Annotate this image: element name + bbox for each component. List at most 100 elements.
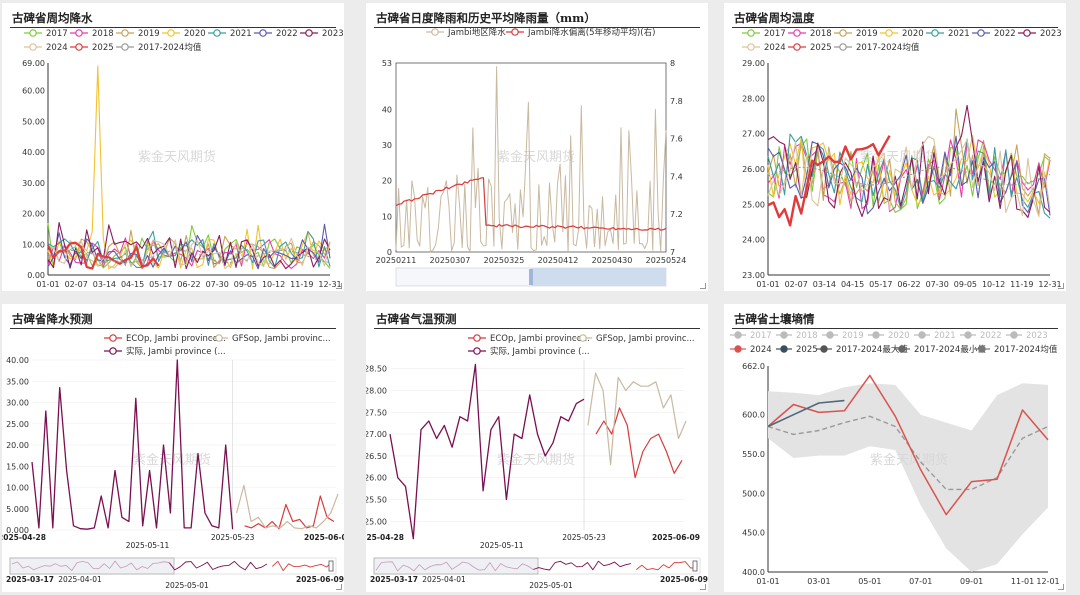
legend-item: 2017-2024均值 — [994, 344, 1058, 355]
title-divider — [732, 328, 1058, 329]
resize-handle[interactable] — [336, 283, 342, 289]
legend-item: 2023 — [1040, 29, 1062, 39]
panel-rain-forecast: 古碑省降水预测 ECOp, Jambi province... GFSop, Ja… — [2, 304, 344, 592]
series-line — [767, 135, 891, 227]
rain-forecast-chart: ECOp, Jambi province... GFSop, Jambi prov… — [2, 334, 344, 590]
series-2024-line — [767, 374, 1049, 516]
legend-item-marker — [213, 29, 221, 37]
resize-handle[interactable] — [1058, 283, 1064, 289]
x-tick-label: 07-01 — [909, 577, 932, 586]
x-tick-label: 07-30 — [206, 280, 229, 289]
title-divider — [732, 27, 1058, 28]
legend-item: 2021 — [934, 331, 956, 341]
x-tick-label: 04-15 — [121, 280, 144, 289]
x-tick-label: 04-15 — [841, 280, 864, 289]
legend-item-marker — [978, 345, 986, 353]
y-tick-label: 10.00 — [22, 240, 45, 249]
x-tick-label: 05-17 — [869, 280, 892, 289]
legend-item-marker — [734, 345, 742, 353]
x-tick-label: 20250307 — [430, 256, 471, 265]
legend-item-marker — [29, 29, 37, 37]
x-tick-label: 20250412 — [538, 256, 579, 265]
legend-item-marker — [511, 28, 519, 36]
panel-title: 古碑省降水预测 — [12, 312, 93, 326]
legend-item-marker — [259, 29, 267, 37]
x-tick-label: 2025-06-09 — [304, 533, 344, 542]
legend-item-marker — [747, 43, 755, 51]
x-tick-label: 01-01 — [756, 577, 779, 586]
resize-handle[interactable] — [1058, 584, 1064, 590]
legend-item-marker — [1023, 29, 1031, 37]
legend-item: 2022 — [980, 331, 1002, 341]
navigator-tick-label: 2025-06-09 — [296, 575, 344, 584]
legend-item: ECOp, Jambi province... — [126, 334, 226, 344]
panel-title: 古碑省周均降水 — [12, 11, 93, 25]
series-line — [47, 221, 331, 270]
y-right-tick-label: 7.6 — [670, 135, 683, 144]
legend-item: 2025 — [92, 43, 114, 53]
legend-item: 2017-2024最大值 — [836, 344, 908, 355]
plot-frame — [395, 62, 667, 253]
legend-item-marker — [747, 29, 755, 37]
legend-item-marker — [780, 345, 788, 353]
legend-item-marker — [734, 331, 742, 339]
range-selection — [373, 557, 539, 575]
x-tick-label: 12-01 — [1036, 577, 1059, 586]
x-tick-label: 2025-05-11 — [126, 541, 170, 550]
x-tick-label: 03-14 — [813, 280, 836, 289]
resize-handle[interactable] — [336, 584, 342, 590]
weekly-temp-chart: 2017 2018 2019 2020 2021 2022 2023 2024 2025 2017… — [742, 29, 1062, 289]
x-tick-label: 11-19 — [1010, 280, 1033, 289]
legend-item: 2024 — [46, 43, 68, 53]
range-selection — [531, 268, 666, 286]
x-tick-label: 10-12 — [262, 280, 285, 289]
series-line — [767, 135, 1051, 218]
y-tick-label: 450.0 — [742, 529, 765, 538]
legend-item: 实际, Jambi province (... — [126, 346, 226, 357]
series-line — [47, 249, 331, 264]
y-tick-label: 69.00 — [22, 59, 45, 68]
y-tick-label: 27.00 — [366, 430, 387, 439]
legend-item: 2017 — [764, 29, 786, 39]
legend-item-marker — [918, 331, 926, 339]
y-tick-label: 40 — [382, 105, 392, 114]
y-tick-label: 500.0 — [742, 489, 765, 498]
series-2025-line — [767, 399, 845, 428]
legend-item-marker — [121, 29, 129, 37]
range-handle — [529, 269, 533, 285]
legend-item: 2024 — [750, 345, 772, 355]
x-tick-label: 09-01 — [960, 577, 983, 586]
title-divider — [10, 328, 336, 329]
legend-item-marker — [793, 29, 801, 37]
y-tick-label: 27.00 — [742, 130, 765, 139]
navigator-tick-label: 2025-05-01 — [529, 581, 573, 590]
y-tick-label: 550.0 — [742, 450, 765, 459]
resize-handle[interactable] — [700, 283, 706, 289]
actual-line — [389, 363, 585, 540]
ecop-line — [244, 495, 335, 530]
range-handle — [692, 560, 698, 572]
x-tick-label: 20250524 — [646, 256, 687, 265]
legend-item: 2024 — [764, 43, 786, 53]
legend-item-marker — [473, 334, 481, 342]
resize-handle[interactable] — [700, 584, 706, 590]
y-tick-label: 26.50 — [366, 452, 387, 461]
x-tick-label: 20250325 — [484, 256, 525, 265]
x-tick-label: 03-01 — [807, 577, 830, 586]
navigator-line — [375, 561, 534, 572]
legend-item-marker — [1010, 331, 1018, 339]
legend-item-marker — [964, 331, 972, 339]
legend-item: Jambi地区降水 — [447, 27, 506, 38]
legend-item: 2017-2024最小值 — [914, 344, 986, 355]
y-tick-label: 25.00 — [6, 420, 29, 429]
y-tick-label: 35.00 — [6, 377, 29, 386]
x-tick-label: 05-17 — [149, 280, 172, 289]
temp-forecast-chart: ECOp, Jambi province... GFSop, Jambi prov… — [366, 334, 708, 590]
legend-item-marker — [793, 43, 801, 51]
y-tick-label: 0.00 — [27, 271, 45, 280]
legend-item: 2018 — [796, 331, 818, 341]
deviation-line — [395, 177, 667, 231]
legend-item-marker — [977, 29, 985, 37]
gfsop-line — [236, 484, 339, 530]
y-tick-label: 26.00 — [742, 165, 765, 174]
